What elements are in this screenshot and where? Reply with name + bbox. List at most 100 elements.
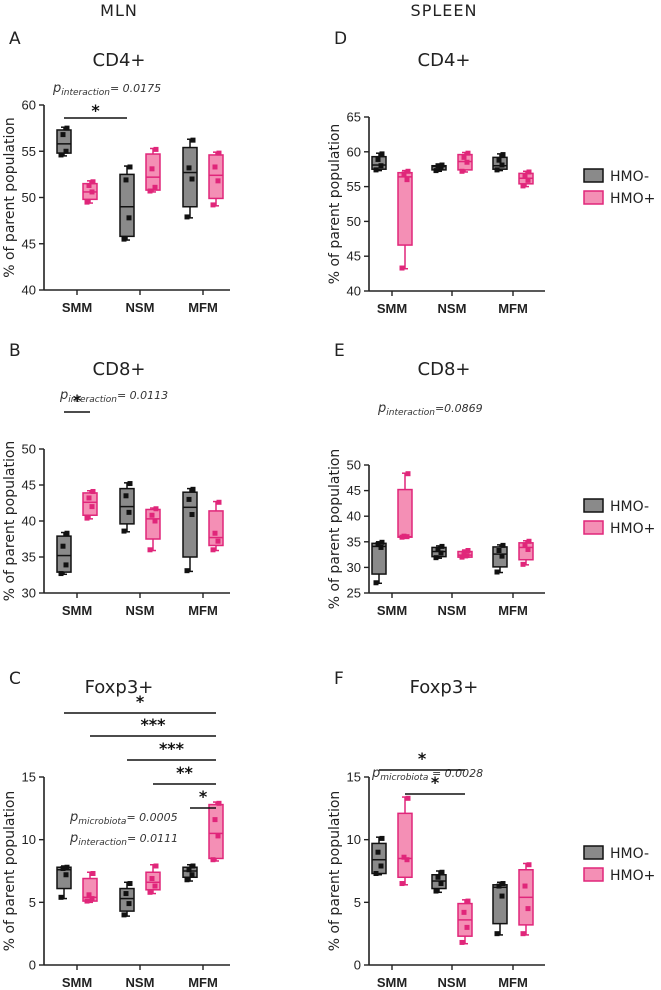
data-point (90, 179, 96, 185)
box-hmo-smm (56, 125, 72, 158)
y-axis-title: % of parent population (2, 441, 18, 602)
box-hmo-mfm (492, 542, 508, 575)
box-iqr (397, 171, 413, 246)
box-hmo-nsm (145, 146, 161, 194)
data-point (525, 546, 531, 552)
box-hmo-nsm (119, 881, 135, 918)
data-point (526, 862, 532, 868)
data-point (126, 215, 132, 221)
x-tick-label: SMM (377, 975, 407, 990)
legend-label: HMO- (610, 846, 649, 862)
y-tick-label: 15 (347, 770, 361, 785)
legend-swatch-hmo-minus (583, 498, 604, 513)
data-point (152, 518, 158, 524)
data-point (58, 571, 64, 577)
x-tick-label: MFM (498, 603, 528, 618)
data-point (121, 236, 127, 242)
box-hmo-smm (397, 471, 413, 540)
data-point (152, 184, 158, 190)
data-point (216, 800, 222, 806)
data-point (127, 164, 133, 170)
legend-label: HMO+ (610, 868, 655, 884)
panel-letter: E (334, 341, 345, 361)
significance-label: *** (159, 739, 185, 758)
box-hmo-smm (56, 864, 72, 900)
column-title-spleen: SPLEEN (411, 1, 478, 20)
chart-panel-D: D CD4+ 40 45 50 55 60 65 SMM NSM MFM % of parent po… (327, 29, 545, 316)
data-point (404, 857, 410, 863)
y-tick-label: 30 (347, 560, 361, 575)
data-point (149, 512, 155, 518)
data-point (152, 883, 158, 889)
x-tick-label: SMM (62, 975, 92, 990)
box-hmo-nsm (457, 150, 473, 174)
data-point (216, 150, 222, 156)
box-hmo-nsm (119, 481, 135, 534)
data-point (189, 176, 195, 182)
data-point (123, 493, 129, 499)
y-tick-label: 55 (347, 179, 361, 194)
data-point (153, 146, 159, 152)
data-point (58, 894, 64, 900)
box-hmo-mfm (518, 862, 534, 937)
data-point (63, 148, 69, 154)
data-point (401, 854, 407, 860)
data-point (89, 504, 95, 510)
data-point (186, 496, 192, 502)
data-point (494, 931, 500, 937)
data-point (84, 199, 90, 205)
data-point (496, 548, 502, 554)
data-point (465, 548, 471, 554)
data-point (216, 499, 222, 505)
significance-label: * (91, 101, 100, 120)
data-point (459, 554, 465, 560)
data-point (90, 488, 96, 494)
data-point (461, 909, 467, 915)
legends-layer: HMO- HMO+ HMO- HMO+ HMO- HMO+ (583, 168, 655, 884)
y-tick-label: 35 (22, 550, 36, 565)
box-hmo-smm (397, 795, 413, 887)
data-point (149, 166, 155, 172)
box-hmo-smm (82, 871, 98, 904)
data-point (433, 888, 439, 894)
box-iqr (397, 812, 413, 879)
data-point (459, 939, 465, 945)
data-point (378, 863, 384, 869)
data-point (439, 162, 445, 168)
data-point (123, 177, 129, 183)
data-point (212, 817, 218, 823)
data-point (60, 865, 66, 871)
data-point (520, 931, 526, 937)
data-point (499, 162, 505, 168)
data-point (500, 881, 506, 887)
data-point (89, 896, 95, 902)
data-point (212, 530, 218, 536)
x-tick-label: NSM (438, 301, 467, 316)
data-point (459, 168, 465, 174)
box-hmo-mfm (208, 499, 224, 553)
data-point (404, 534, 410, 540)
box-hmo-mfm (182, 486, 198, 574)
data-point (153, 863, 159, 869)
box-hmo-nsm (119, 164, 135, 242)
box-hmo-smm (371, 539, 387, 586)
data-point (184, 568, 190, 574)
p-value-annotation: pmicrobiota= 0.0005 (69, 810, 178, 827)
box-hmo-mfm (518, 169, 534, 189)
y-tick-label: 40 (22, 514, 36, 529)
x-tick-label: SMM (377, 603, 407, 618)
data-point (500, 152, 506, 158)
data-point (379, 835, 385, 841)
data-point (526, 169, 532, 175)
significance-label: * (136, 692, 145, 711)
box-iqr (145, 153, 161, 191)
data-point (525, 177, 531, 183)
box-hmo-smm (82, 488, 98, 521)
x-tick-label: SMM (377, 301, 407, 316)
data-point (186, 867, 192, 873)
chart-title: CD8+ (93, 359, 146, 380)
box-hmo-mfm (208, 150, 224, 208)
significance-label: * (431, 773, 440, 792)
